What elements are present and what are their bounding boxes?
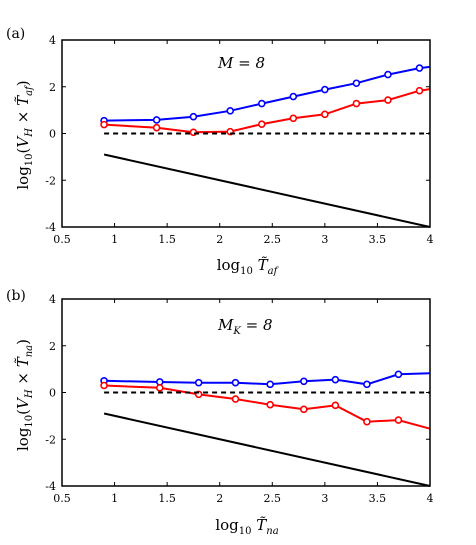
panel-b-ytick-label: 2 (49, 340, 56, 353)
panel-b-series-0-point (363, 380, 371, 389)
panel-b-series-0-point (266, 380, 274, 389)
panel-b-series-1-point (266, 400, 274, 409)
panel-b-series-line-1 (104, 384, 431, 430)
panel-a-series-0-point (226, 107, 235, 115)
panel-a-xtick-label: 0.5 (53, 233, 71, 246)
panel-b-xtick-label: 1 (111, 492, 118, 505)
panel-b-series-0-point (331, 375, 340, 384)
panel-b-xtick-label: 2 (216, 492, 223, 505)
panel-a-series-0-point (352, 79, 361, 88)
panel-a-series-0-point (257, 99, 266, 108)
panel-a-xlabel: log10 T̃af (217, 256, 280, 277)
panel-a-series-1-point (257, 120, 266, 128)
panel-b-label: (b) (6, 288, 26, 304)
panel-a-series-0-point (321, 85, 329, 94)
panel-b-xtick-label: 3 (321, 492, 328, 505)
panel-b-xlabel: log10 T̃na (215, 516, 278, 537)
panel-a-ytick-label: 4 (49, 34, 56, 47)
panel-a-series-1-point (415, 86, 424, 95)
panel-a-series-1-point (152, 123, 161, 132)
panel-a-series-0-point (384, 70, 392, 79)
panel-a-label: (a) (6, 26, 25, 42)
panel-b-series-line-0 (104, 372, 431, 386)
panel-b-ytick-label: 0 (49, 387, 56, 400)
panel-b-series-1-point (331, 401, 340, 410)
panel-a-xtick-label: 2 (216, 233, 223, 246)
panel-a-ylabel: log10(VH × T̃af) (14, 80, 35, 189)
panel-a-series-0-point (189, 112, 198, 121)
panel-a-xtick-label: 3 (321, 233, 328, 246)
panel-a-xtick-label: 1 (111, 233, 118, 246)
panel-b-series-0-point (394, 370, 403, 379)
panel-a-series-1-point (321, 110, 329, 119)
panel-b-annotation: MK = 8 (217, 316, 273, 337)
panel-b-series-0-point (300, 377, 308, 386)
panel-b-xtick-label: 3.5 (369, 492, 387, 505)
panel-b-series-1-point (394, 416, 403, 424)
panel-a-series-1-point (289, 114, 298, 123)
panel-b-xtick-label: 0.5 (53, 492, 71, 505)
panel-b-series-1-point (363, 417, 371, 426)
panel-a-series-0-point (289, 92, 298, 101)
panel-b-series-1-point (231, 395, 240, 403)
panel-b-xtick-label: 4 (427, 492, 434, 505)
panel-a-xtick-label: 1.5 (158, 233, 176, 246)
panel-a-series-1-point (384, 96, 392, 104)
panel-a-plot: 0.5 1 1.5 2 2.5 3 3.5 4 -4 -2 0 2 4 (45, 34, 433, 246)
panel-a-ytick-label: -2 (45, 174, 56, 187)
panel-b-ytick-label: 4 (49, 293, 56, 306)
panel-a-series-line-0 (104, 65, 431, 122)
panel-b-ytick-label: -2 (45, 433, 56, 446)
panel-a-series-1-point (100, 120, 108, 129)
panel-b-xtick-label: 1.5 (158, 492, 176, 505)
panel-b-ylabel: log10(VH × T̃na) (14, 339, 35, 451)
panel-a-series-line-1 (104, 88, 431, 134)
panel-a-series-0-point (415, 64, 424, 72)
panel-b-series-1-point (155, 384, 164, 392)
panel-a-xtick-label: 2.5 (264, 233, 282, 246)
panel-a-ytick-label: 0 (49, 128, 56, 141)
panel-b-xtick-label: 2.5 (264, 492, 282, 505)
panel-a-series-line-3 (103, 153, 431, 228)
panel-a-ytick-label: -4 (45, 221, 56, 234)
panel-b-series-1-point (300, 405, 308, 414)
panel-a-ytick-label: 2 (49, 81, 56, 94)
panel-b-series-line-3 (103, 412, 431, 487)
panel-b-series-1-point (100, 381, 108, 390)
panel-b-series-0-point (194, 378, 203, 387)
panel-a-xtick-label: 4 (427, 233, 434, 246)
panel-a-xtick-label: 3.5 (369, 233, 387, 246)
panel-b-plot: 0.5 1 1.5 2 2.5 3 3.5 4 -4 -2 0 2 4 (45, 293, 433, 505)
panel-a-annotation: M = 8 (217, 54, 265, 72)
panel-a-series-0-point (152, 116, 161, 124)
panel-a-series-1-point (352, 99, 361, 108)
panel-b-ytick-label: -4 (45, 480, 56, 493)
panel-b-series-0-point (231, 378, 240, 387)
